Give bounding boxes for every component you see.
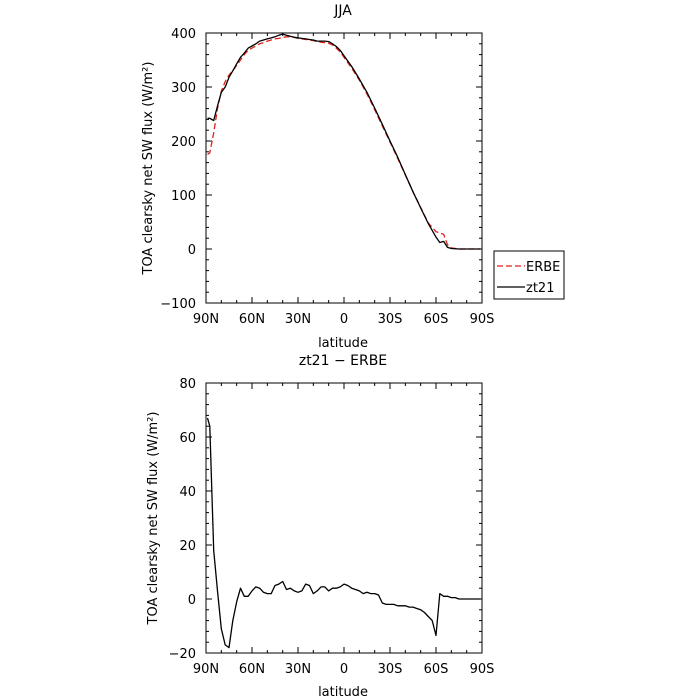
bottom-y-tick-label: 20 (179, 539, 196, 554)
bottom-x-tick-label: 90N (193, 662, 219, 677)
top-x-tick-label: 60S (424, 312, 449, 327)
bottom-y-tick-label: 0 (188, 593, 196, 608)
top-x-tick-label: 0 (340, 312, 348, 327)
top-axis-ticks: 90N 60N 30N 0 30S 60S 90S −100 0 100 200 300 400 (160, 27, 494, 327)
top-y-tick-label: 100 (171, 189, 196, 204)
top-panel: JJA 90N 60N 30N 0 30S 60S 90S −100 0 100 200 300 400… (141, 3, 564, 351)
top-x-axis-label: latitude (318, 336, 368, 351)
bottom-y-tick-label: 60 (179, 431, 196, 446)
top-x-tick-label: 30S (378, 312, 403, 327)
bottom-x-tick-label: 30S (378, 662, 403, 677)
top-y-tick-label: 300 (171, 81, 196, 96)
top-x-tick-label: 90N (193, 312, 219, 327)
top-x-tick-label: 90S (470, 312, 495, 327)
top-y-tick-label: 200 (171, 135, 196, 150)
bottom-axis-ticks: 90N 60N 30N 0 30S 60S 90S −20 0 20 40 60 80 (169, 377, 495, 677)
bottom-panel: zt21 − ERBE 90N 60N 30N 0 30S 60S 90S −20 0 20 40 6… (146, 353, 494, 700)
bottom-y-tick-label: −20 (169, 647, 196, 662)
bottom-x-tick-label: 0 (340, 662, 348, 677)
top-y-tick-label: 400 (171, 27, 196, 42)
legend: ERBE zt21 (494, 251, 564, 299)
legend-label-zt21: zt21 (526, 281, 554, 296)
bottom-x-tick-label: 60S (424, 662, 449, 677)
bottom-y-tick-label: 80 (179, 377, 196, 392)
bottom-x-tick-label: 30N (285, 662, 311, 677)
bottom-y-axis-label: TOA clearsky net SW flux (W/m²) (146, 412, 161, 626)
top-y-tick-label: 0 (188, 243, 196, 258)
top-plot-frame (206, 33, 482, 303)
top-x-tick-label: 30N (285, 312, 311, 327)
bottom-x-tick-label: 60N (239, 662, 265, 677)
bottom-x-axis-label: latitude (318, 685, 368, 700)
top-x-tick-label: 60N (239, 312, 265, 327)
bottom-x-tick-label: 90S (470, 662, 495, 677)
bottom-plot-frame (206, 383, 482, 653)
top-series-group (208, 34, 481, 249)
bottom-y-tick-label: 40 (179, 485, 196, 500)
top-y-tick-label: −100 (160, 297, 196, 312)
bottom-series-line-difference (208, 418, 481, 647)
top-series-line-erbe (208, 37, 481, 249)
top-series-line-zt21 (208, 34, 481, 249)
top-y-axis-label: TOA clearsky net SW flux (W/m²) (141, 62, 156, 276)
legend-label-erbe: ERBE (526, 260, 560, 275)
top-chart-title: JJA (333, 3, 352, 19)
bottom-chart-title: zt21 − ERBE (299, 353, 387, 369)
bottom-series-group (208, 418, 481, 647)
